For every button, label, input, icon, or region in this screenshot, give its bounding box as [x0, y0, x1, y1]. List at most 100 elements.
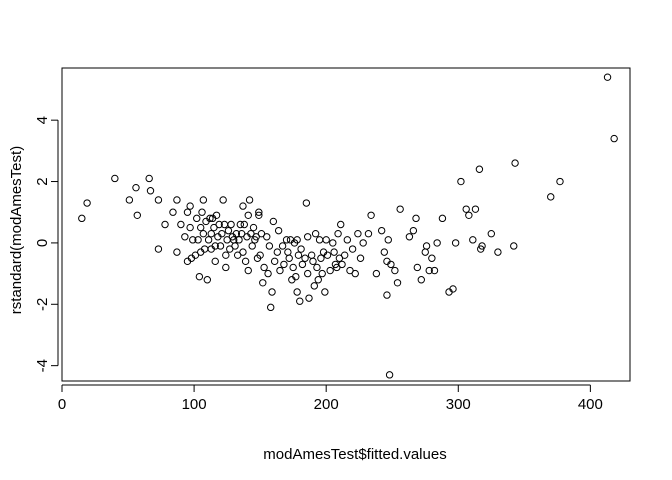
data-point	[465, 211, 473, 219]
data-point	[276, 266, 284, 275]
data-point	[385, 371, 394, 379]
data-point	[293, 288, 301, 296]
data-point	[274, 226, 283, 235]
data-point	[478, 242, 486, 250]
data-point	[359, 239, 367, 247]
data-point	[343, 236, 352, 244]
data-point	[393, 279, 402, 287]
data-point	[421, 248, 429, 256]
data-point	[235, 236, 243, 244]
data-point	[270, 257, 279, 266]
data-point	[307, 251, 316, 259]
data-point	[154, 196, 163, 204]
data-point	[346, 266, 354, 275]
data-point	[218, 230, 226, 238]
data-point	[111, 174, 119, 183]
data-point	[268, 288, 276, 296]
data-point	[487, 230, 495, 238]
data-point	[309, 257, 317, 266]
data-point	[425, 266, 433, 275]
data-point	[297, 245, 305, 253]
data-point	[240, 220, 248, 229]
x-tick-label: 300	[446, 396, 471, 413]
data-point	[449, 285, 457, 293]
data-point	[351, 269, 359, 278]
data-point	[244, 211, 252, 219]
data-point	[211, 242, 219, 250]
data-point	[335, 254, 344, 262]
data-point	[273, 248, 282, 256]
data-point	[451, 239, 460, 247]
data-point	[285, 254, 293, 262]
data-point	[417, 276, 425, 284]
x-tick-label: 400	[578, 396, 603, 413]
data-point	[412, 214, 420, 223]
x-tick-label: 0	[58, 396, 66, 413]
data-point	[409, 226, 418, 235]
data-point	[377, 226, 386, 235]
data-point	[438, 214, 447, 223]
data-point	[215, 220, 223, 229]
data-point	[198, 208, 206, 216]
data-point	[317, 254, 325, 262]
data-point	[189, 236, 197, 244]
data-point	[219, 196, 227, 204]
data-point	[210, 223, 218, 232]
data-point	[257, 230, 266, 238]
data-point	[78, 214, 86, 223]
data-point	[278, 242, 287, 250]
data-point	[236, 220, 245, 229]
data-point	[146, 187, 155, 195]
data-point	[224, 226, 233, 235]
data-point	[203, 276, 212, 284]
data-point	[83, 199, 91, 207]
data-point	[302, 199, 311, 207]
data-point	[207, 230, 215, 238]
data-point	[337, 220, 345, 229]
data-point	[193, 214, 201, 223]
y-tick-label: -4	[34, 359, 51, 372]
y-tick-label: -2	[34, 298, 51, 311]
data-point	[260, 263, 268, 272]
data-point	[305, 294, 313, 302]
data-point	[413, 263, 422, 272]
data-point	[330, 248, 338, 256]
data-point	[177, 220, 185, 229]
x-axis-title: modAmesTest$fitted.values	[263, 446, 446, 463]
data-point	[318, 269, 326, 278]
data-point	[329, 239, 337, 247]
data-point	[367, 211, 375, 219]
data-point	[282, 236, 291, 244]
data-point	[314, 276, 322, 284]
data-point	[233, 251, 242, 259]
data-point	[384, 236, 392, 244]
data-points	[78, 73, 618, 379]
data-point	[216, 242, 225, 250]
data-point	[263, 233, 271, 241]
data-point	[364, 230, 373, 238]
data-point	[255, 211, 263, 219]
data-point	[284, 248, 292, 256]
data-point	[556, 177, 564, 186]
data-point	[133, 211, 141, 219]
data-point	[247, 230, 255, 238]
data-point	[212, 211, 221, 219]
data-point	[206, 214, 214, 223]
data-point	[372, 269, 381, 278]
data-point	[280, 260, 288, 269]
data-point	[323, 251, 332, 259]
data-point	[267, 303, 275, 312]
data-point	[462, 205, 470, 213]
data-point	[428, 254, 436, 262]
data-point	[348, 245, 357, 253]
data-point	[222, 251, 230, 259]
data-point	[183, 208, 192, 216]
data-point	[132, 183, 140, 192]
data-point	[264, 269, 272, 278]
data-point	[255, 208, 263, 216]
data-point	[311, 230, 320, 238]
data-point	[326, 266, 334, 275]
data-point	[354, 230, 362, 238]
data-point	[199, 196, 208, 204]
